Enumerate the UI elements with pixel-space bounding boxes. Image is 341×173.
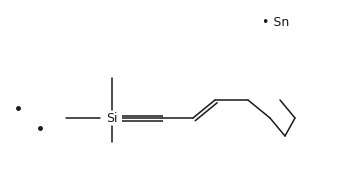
Text: Si: Si — [106, 112, 118, 125]
Text: • Sn: • Sn — [262, 16, 289, 29]
